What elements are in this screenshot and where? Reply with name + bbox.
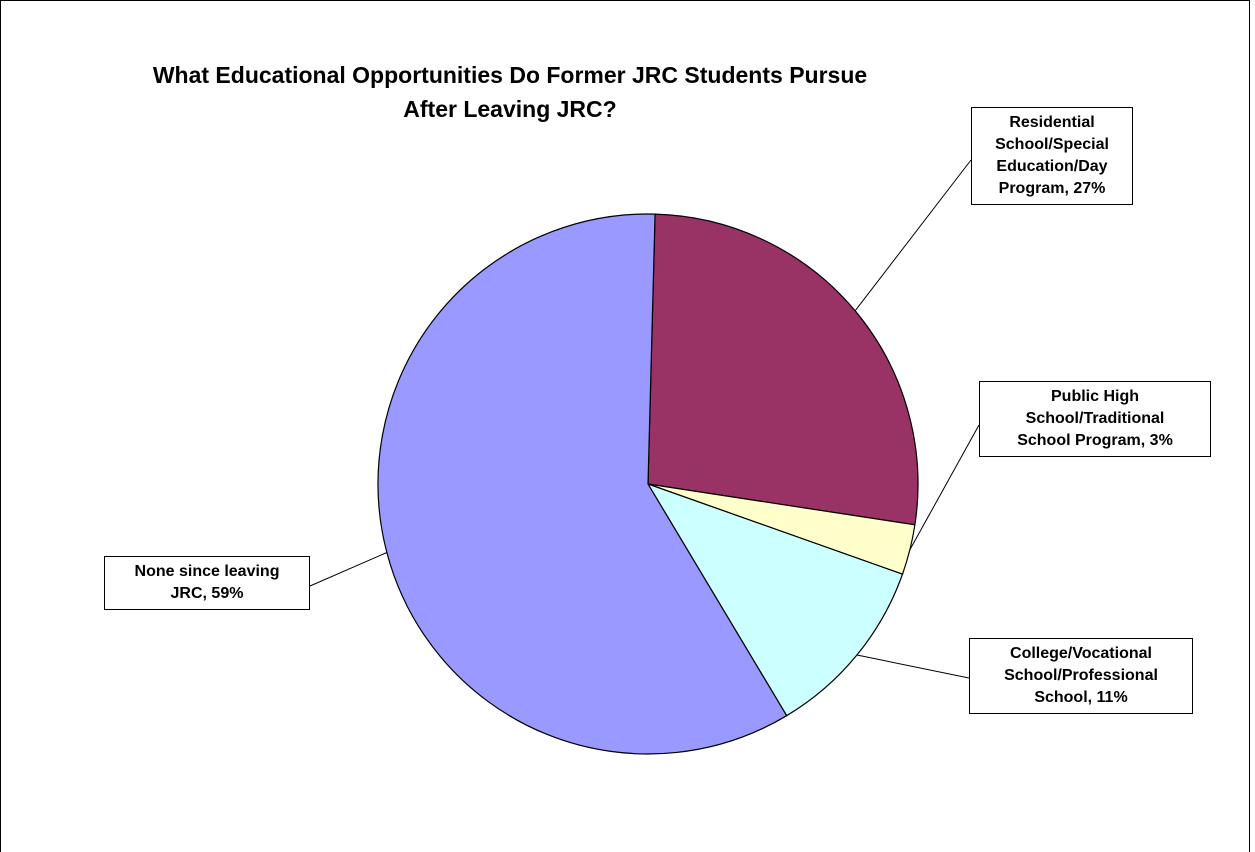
chart-title-line-2: After Leaving JRC? [403,96,617,122]
slice-residential-school [647,213,919,526]
label-none-since-leaving: None since leaving JRC, 59% [104,556,310,610]
label-college-vocational: College/Vocational School/Professional S… [969,638,1193,714]
label-residential-school: Residential School/Special Education/Day… [971,107,1133,205]
leader-residential-school [854,159,972,312]
leader-college-vocational [856,654,970,679]
label-public-high-school: Public High School/Traditional School Pr… [979,381,1211,457]
chart-title-line-1: What Educational Opportunities Do Former… [152,62,868,88]
slice-none-since-leaving [377,213,788,755]
chart-title: What Educational Opportunities Do Former… [120,58,900,126]
slice-college-vocational [646,482,904,717]
leader-none-since-leaving [309,552,388,587]
leader-public-high-school [909,424,980,551]
